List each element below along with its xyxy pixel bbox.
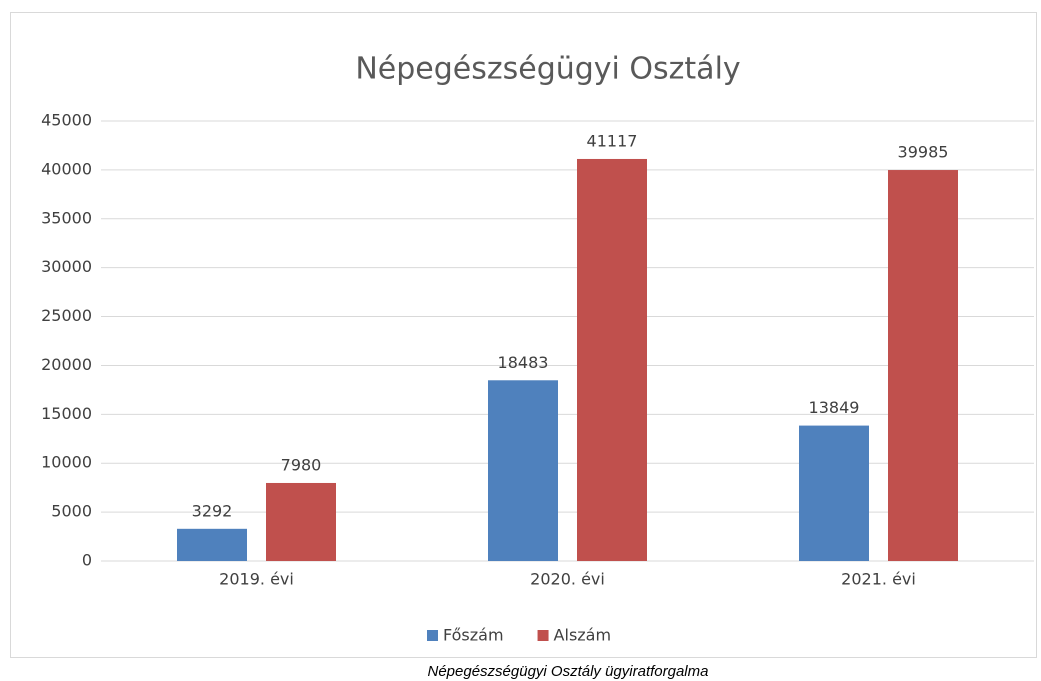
x-tick-label: 2020. évi (530, 570, 605, 589)
bar (799, 425, 869, 561)
bar (888, 170, 958, 561)
legend-swatch (427, 630, 438, 641)
x-tick-label: 2021. évi (841, 570, 916, 589)
caption: Népegészségügyi Osztály ügyiratforgalma (428, 663, 709, 680)
data-label: 3292 (192, 501, 233, 520)
y-tick-label: 35000 (41, 208, 92, 227)
y-tick-label: 40000 (41, 159, 92, 178)
legend-label: Alszám (554, 626, 612, 645)
y-tick-label: 10000 (41, 453, 92, 472)
bar (266, 482, 336, 561)
y-tick-label: 0 (82, 551, 92, 570)
y-tick-label: 15000 (41, 404, 92, 423)
y-tick-label: 45000 (41, 111, 92, 130)
x-tick-label: 2019. évi (219, 570, 294, 589)
y-tick-label: 20000 (41, 355, 92, 374)
bar (488, 380, 558, 561)
y-tick-label: 5000 (51, 502, 92, 521)
data-label: 18483 (498, 353, 549, 372)
data-label: 39985 (898, 143, 949, 162)
data-label: 41117 (587, 131, 638, 150)
bar (577, 158, 647, 562)
legend-label: Főszám (443, 626, 504, 645)
y-tick-label: 30000 (41, 257, 92, 276)
legend-swatch (537, 630, 549, 641)
data-label: 7980 (281, 455, 322, 474)
chart-title: Népegészségügyi Osztály (355, 52, 740, 87)
data-label: 13849 (809, 398, 860, 417)
bar (177, 528, 247, 561)
y-tick-label: 25000 (41, 306, 92, 325)
